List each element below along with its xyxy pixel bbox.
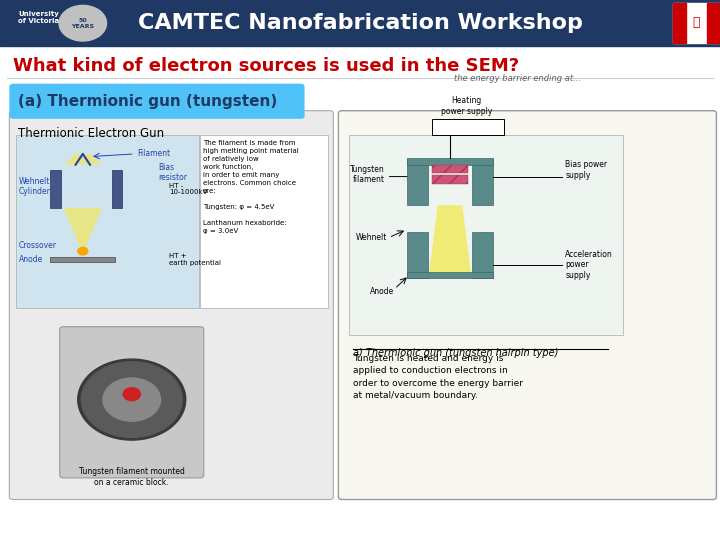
Bar	[673, 3, 720, 43]
Text: Filament: Filament	[137, 150, 170, 158]
Text: Tungsten is heated and energy is
applied to conduction electrons in
order to ove: Tungsten is heated and energy is applied…	[353, 354, 523, 400]
Bar	[472, 232, 493, 278]
Text: Thermionic Electron Gun: Thermionic Electron Gun	[18, 127, 164, 140]
Bar	[407, 158, 493, 165]
Bar	[432, 176, 468, 184]
Circle shape	[78, 359, 186, 440]
Text: HT +
earth potential: HT + earth potential	[169, 253, 221, 266]
Text: Bias
resistor: Bias resistor	[158, 163, 187, 183]
Text: Heating
power supply: Heating power supply	[441, 96, 492, 116]
Text: Wehnelt
Cylinder: Wehnelt Cylinder	[19, 177, 50, 196]
Bar	[4, 3, 97, 43]
Bar	[349, 135, 623, 335]
Text: Crossover: Crossover	[19, 241, 57, 250]
Bar	[407, 272, 493, 278]
Bar	[200, 135, 328, 308]
Text: Tungsten
filament: Tungsten filament	[351, 165, 385, 184]
Bar	[432, 165, 468, 173]
Text: the energy barrier ending at...: the energy barrier ending at...	[454, 74, 580, 83]
Text: Tungsten filament mounted
on a ceramic block.: Tungsten filament mounted on a ceramic b…	[78, 467, 185, 487]
Text: University
of Victoria: University of Victoria	[18, 11, 59, 24]
Text: 50
YEARS: 50 YEARS	[71, 18, 94, 29]
Polygon shape	[63, 154, 102, 165]
Polygon shape	[428, 205, 472, 278]
Text: What kind of electron sources is used in the SEM?: What kind of electron sources is used in…	[13, 57, 519, 76]
Bar	[16, 135, 199, 308]
Circle shape	[59, 5, 107, 41]
FancyBboxPatch shape	[9, 84, 305, 119]
Bar	[707, 3, 720, 43]
Text: Anode: Anode	[370, 287, 395, 296]
Polygon shape	[63, 208, 102, 254]
Circle shape	[123, 388, 140, 401]
Bar	[112, 170, 122, 208]
Text: HT -
10-1000kV: HT - 10-1000kV	[169, 183, 207, 195]
Bar	[0, 0, 720, 46]
Text: Wehnelt: Wehnelt	[356, 233, 387, 242]
Text: The filament is made from
high melting point material
of relatively low
work fun: The filament is made from high melting p…	[203, 140, 299, 234]
Bar	[50, 170, 61, 208]
FancyBboxPatch shape	[338, 111, 716, 500]
Bar	[472, 159, 493, 205]
FancyBboxPatch shape	[9, 111, 333, 500]
Text: a) Thermionic gun (tungsten hairpin type): a) Thermionic gun (tungsten hairpin type…	[353, 348, 558, 359]
Bar	[407, 159, 428, 205]
Text: Bias power
supply: Bias power supply	[565, 160, 608, 180]
Circle shape	[78, 247, 88, 255]
Bar	[50, 256, 115, 262]
Circle shape	[103, 378, 161, 421]
Text: (a) Thermionic gun (tungsten): (a) Thermionic gun (tungsten)	[18, 94, 277, 109]
Bar	[407, 232, 428, 278]
Bar	[673, 3, 686, 43]
Text: Anode: Anode	[19, 255, 43, 264]
Circle shape	[81, 362, 182, 437]
Text: 🍁: 🍁	[693, 16, 701, 30]
Text: CAMTEC Nanofabrication Workshop: CAMTEC Nanofabrication Workshop	[138, 13, 582, 33]
Text: Acceleration
power
supply: Acceleration power supply	[565, 249, 613, 280]
FancyBboxPatch shape	[60, 327, 204, 478]
Bar	[432, 119, 504, 135]
